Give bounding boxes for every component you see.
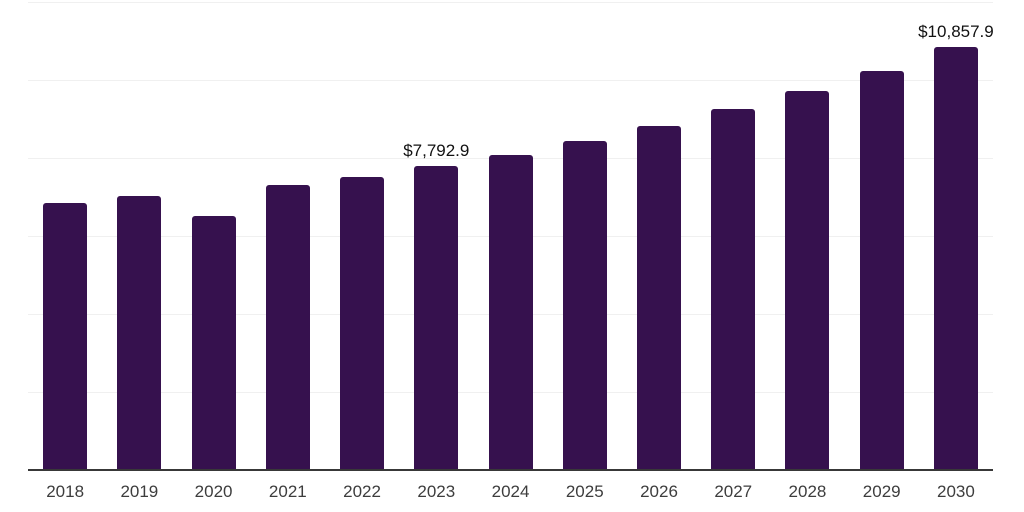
bar-column-2025 bbox=[548, 2, 622, 470]
bar-column-2030: $10,857.9 bbox=[918, 2, 994, 470]
bar-column-2021 bbox=[251, 2, 325, 470]
bar-2020 bbox=[191, 215, 236, 470]
x-tick-2029: 2029 bbox=[862, 482, 901, 501]
x-tick-2025: 2025 bbox=[565, 482, 604, 501]
x-tick-2019: 2019 bbox=[120, 482, 159, 501]
bar-column-2018 bbox=[28, 2, 102, 470]
value-label-2023: $7,792.9 bbox=[403, 141, 470, 161]
bar-2028 bbox=[785, 90, 830, 470]
bar-2026 bbox=[636, 126, 681, 470]
bar-column-2020 bbox=[176, 2, 250, 470]
bar-2018 bbox=[43, 203, 88, 470]
x-tick-2020: 2020 bbox=[194, 482, 233, 501]
x-tick-2030: 2030 bbox=[937, 482, 975, 501]
bar-column-2022 bbox=[325, 2, 399, 470]
bar-column-2019 bbox=[102, 2, 176, 470]
x-tick-2027: 2027 bbox=[714, 482, 753, 501]
bar-2021 bbox=[265, 185, 310, 470]
x-tick-2023: 2023 bbox=[417, 482, 456, 501]
x-tick-2026: 2026 bbox=[640, 482, 678, 501]
bar-column-2026 bbox=[622, 2, 696, 470]
gridline-10000 bbox=[28, 80, 993, 81]
bar-column-2028 bbox=[770, 2, 844, 470]
bars-container: $7,792.9 $10,857.9 bbox=[28, 2, 994, 470]
x-axis-labels: 2018 2019 2020 2021 2022 2023 2024 2025 2026 2027… bbox=[28, 471, 993, 502]
bar-2025 bbox=[562, 141, 607, 470]
bar-column-2023: $7,792.9 bbox=[399, 2, 473, 470]
bar-2019 bbox=[117, 196, 162, 470]
bar-2023 bbox=[414, 166, 459, 470]
gridline-12000 bbox=[28, 2, 993, 3]
value-label-2030: $10,857.9 bbox=[918, 21, 994, 41]
bar-column-2024 bbox=[473, 2, 547, 470]
bar-2022 bbox=[340, 177, 385, 470]
plot-area: $7,792.9 $10,857.9 bbox=[28, 2, 994, 470]
bar-2030 bbox=[933, 46, 978, 470]
x-axis-line bbox=[28, 469, 993, 471]
bar-column-2029 bbox=[845, 2, 919, 470]
bar-2027 bbox=[711, 109, 756, 470]
bar-2029 bbox=[859, 70, 904, 470]
x-tick-2022: 2022 bbox=[343, 482, 381, 501]
x-tick-2021: 2021 bbox=[268, 482, 307, 501]
x-tick-2028: 2028 bbox=[788, 482, 827, 501]
bar-2024 bbox=[488, 154, 533, 470]
x-tick-2018: 2018 bbox=[46, 482, 85, 501]
x-tick-2024: 2024 bbox=[491, 482, 530, 501]
bar-column-2027 bbox=[696, 2, 770, 470]
